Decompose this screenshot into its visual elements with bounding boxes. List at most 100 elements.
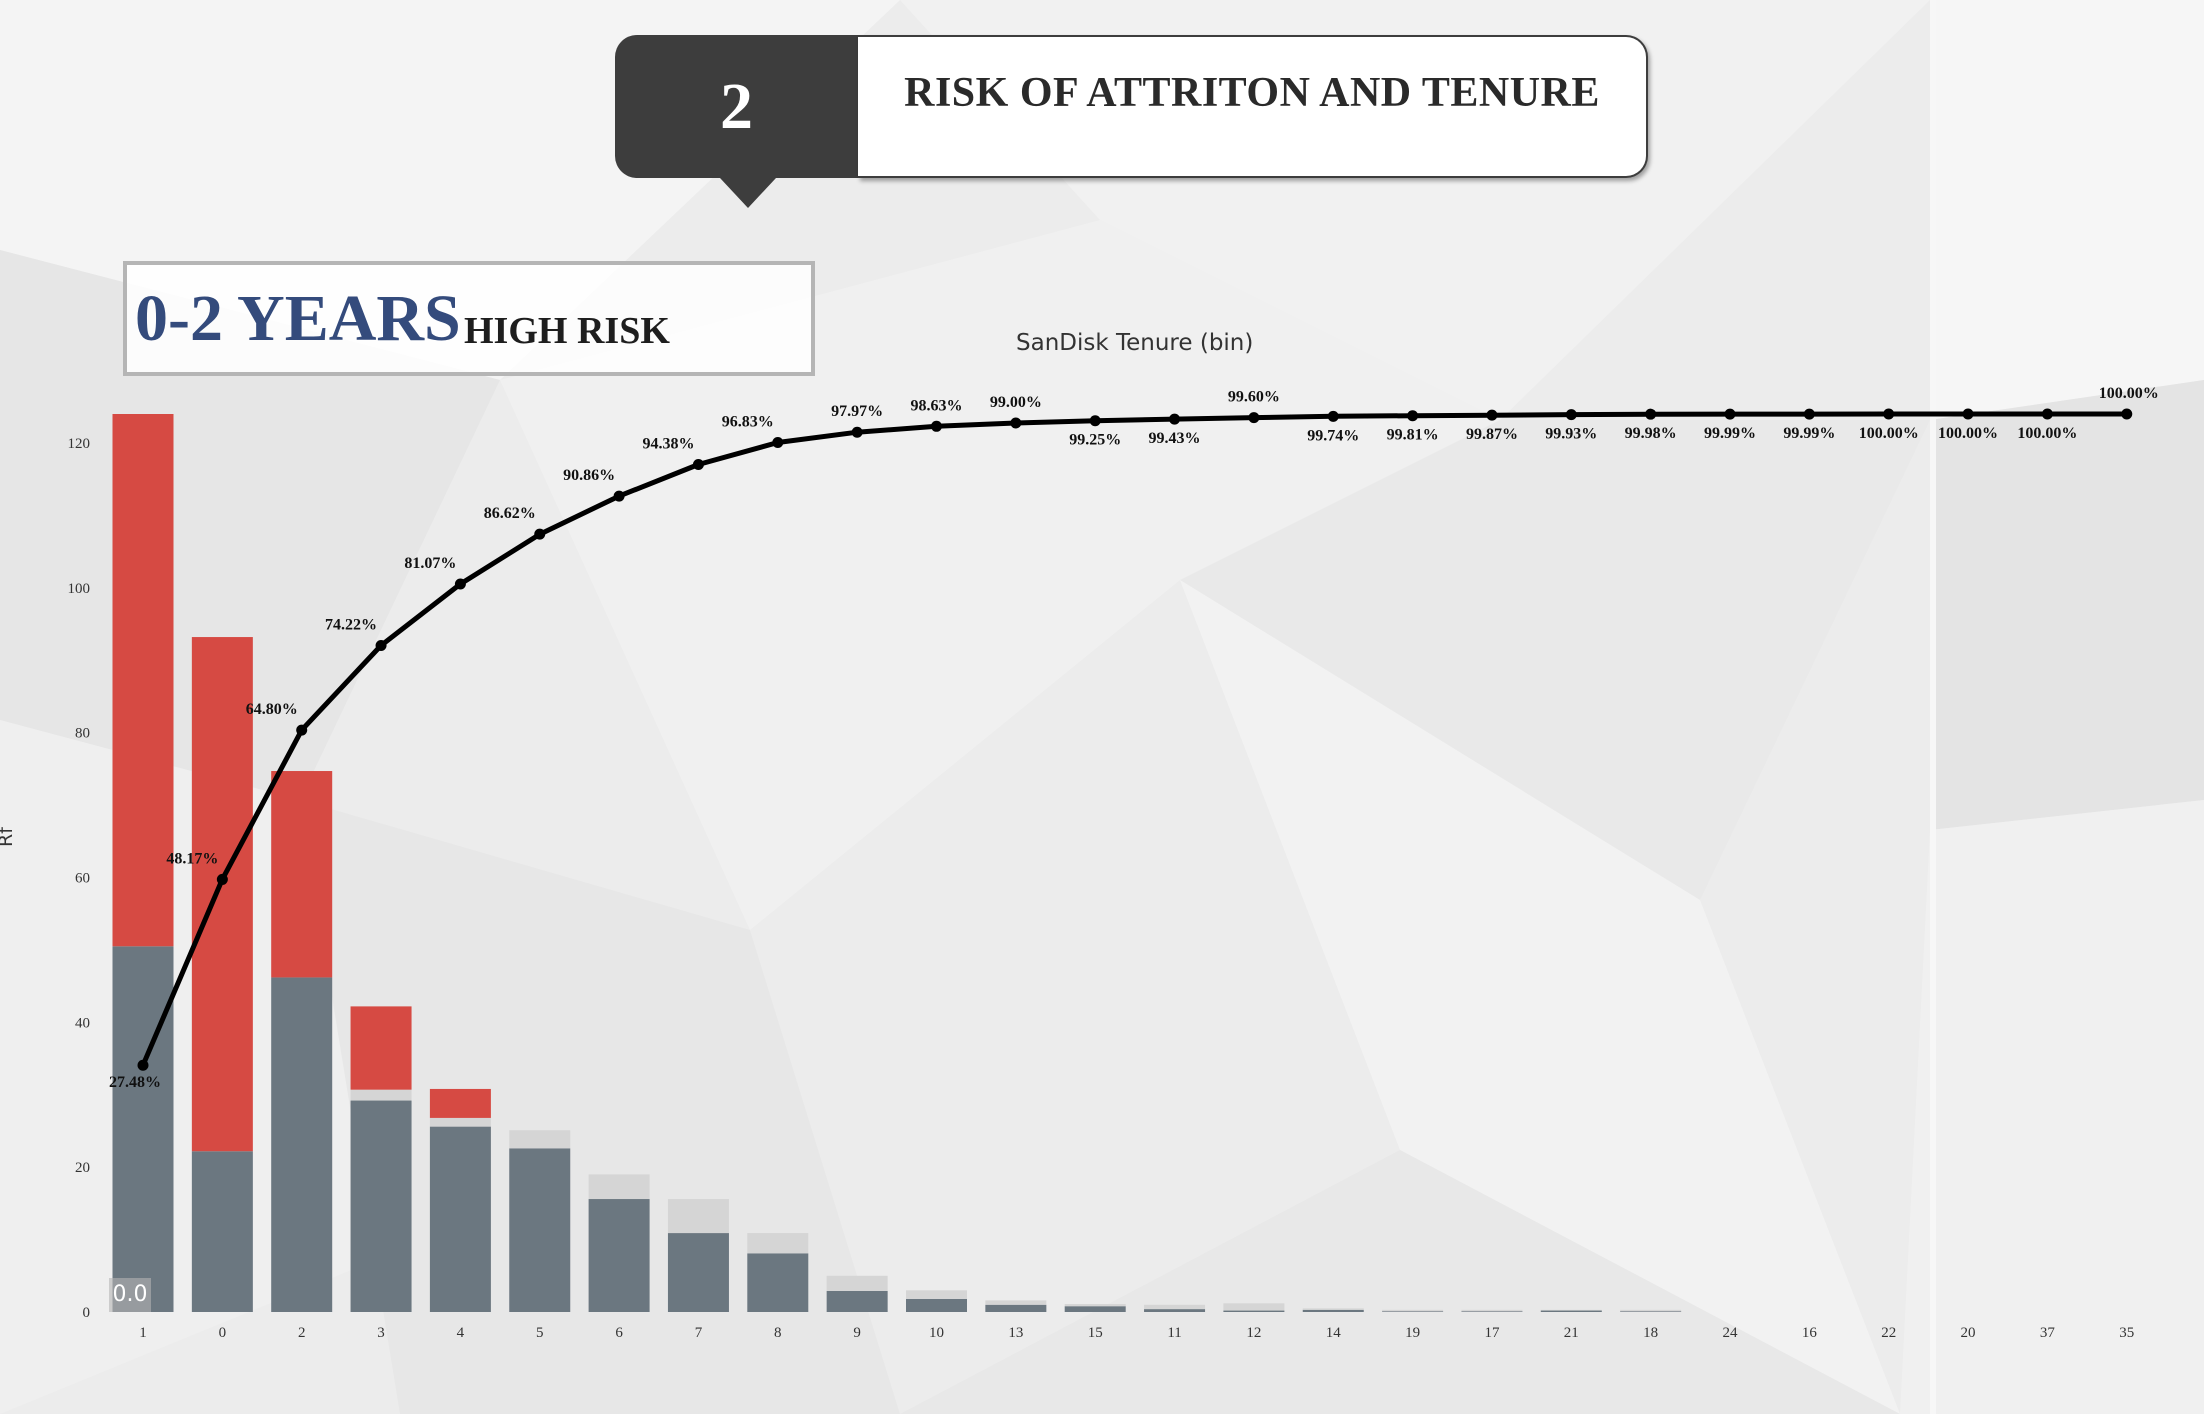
cumulative-point [454,578,466,590]
cumulative-percent-label: 81.07% [404,555,456,572]
cumulative-percent-label: 94.38% [642,435,694,452]
cumulative-point [931,420,942,432]
cumulative-point [216,873,228,885]
x-tick-label: 15 [1088,1325,1103,1341]
x-tick-label: 18 [1643,1325,1658,1341]
x-tick-label: 2 [298,1325,306,1341]
cumulative-percent-label: 27.48% [109,1074,161,1091]
cumulative-percent-label: 99.87% [1466,426,1518,443]
bar-segment-gray [1540,1310,1602,1312]
risk-years: 0-2 YEARS [135,282,461,355]
cumulative-percent-label: 98.63% [911,397,963,414]
x-tick-label: 16 [1802,1325,1818,1341]
bar-segment-light [588,1174,650,1200]
cumulative-point [1169,413,1181,425]
x-tick-label: 1 [139,1325,147,1341]
cumulative-point [1565,409,1577,421]
bar-segment-gray [1302,1309,1364,1312]
cumulative-point [2121,408,2133,420]
bar-segment-gray [1461,1311,1523,1312]
cumulative-point [1724,408,1736,420]
risk-label: HIGH RISK [464,310,670,352]
cumulative-point [1407,410,1419,422]
cumulative-point [851,426,863,438]
x-axis-ticks: 1 0 2 3 4 5 6 7 8 9 10 13 15 11 12 14 19 17 21 18 24 16 22 20 37… [139,1325,2134,1341]
cumulative-percent-label: 99.99% [1704,425,1756,442]
cumulative-point [772,436,784,448]
bar-segment-gray [588,1199,650,1312]
bar-segment-red [429,1088,491,1118]
cumulative-point [2041,408,2053,420]
cumulative-percent-label: 99.81% [1387,427,1439,444]
cumulative-percent-label: 100.00% [1859,425,1919,442]
cumulative-percent-label: 99.43% [1149,430,1201,447]
bar-segment-gray [271,977,333,1312]
x-tick-label: 12 [1246,1325,1261,1341]
x-tick-label: 9 [853,1325,861,1341]
x-tick-label: 20 [1961,1325,1976,1341]
cumulative-percent-label: 99.74% [1307,427,1359,444]
cumulative-percent-labels: 27.48% 48.17% 64.80% 74.22% 81.07% 86.62% 90.8… [109,385,2159,1091]
banner-number-box: 2 [615,35,858,178]
bar-segment-light [1144,1304,1206,1310]
cumulative-point [1645,408,1657,420]
bar-segment-light [747,1233,809,1254]
x-tick-label: 4 [457,1325,465,1341]
cumulative-percent-label: 64.80% [246,701,298,718]
bar-segment-gray [826,1290,888,1312]
y-axis-ticks: 0 20 40 60 80 100 120 [68,436,91,1321]
y-tick-label: 100 [68,581,91,597]
bar-segment-gray [509,1148,571,1312]
x-tick-label: 11 [1167,1325,1181,1341]
bar-segment-gray [350,1100,412,1312]
bar-segment-gray [747,1253,809,1312]
cumulative-percent-label: 48.17% [166,850,218,867]
y-tick-label: 20 [75,1160,90,1176]
cumulative-point [1803,408,1815,420]
bar-segment-red [191,637,253,1152]
cumulative-percent-label: 99.93% [1545,426,1597,443]
bar-segment-red [271,771,333,978]
cumulative-percent-label: 99.25% [1069,432,1121,449]
y-tick-label: 0 [83,1305,91,1321]
cumulative-point [375,640,387,652]
y-tick-label: 40 [75,1015,90,1031]
banner-title-box: RISK OF ATTRITON AND TENURE [858,35,1648,178]
cumulative-point [613,490,625,502]
bar-segment-gray [429,1126,491,1312]
cumulative-point [1883,408,1895,420]
bar-segment-light [1064,1304,1126,1307]
bar-segment-light [350,1089,412,1101]
bar-segment-light [667,1199,729,1234]
bar-segment-red [350,1006,412,1090]
bar-segment-light [429,1117,491,1127]
bar-segment-gray [1620,1311,1682,1312]
chart-title: SanDisk Tenure (bin) [1016,330,1254,356]
bar-segment-light [1302,1308,1364,1310]
y-tick-label: 60 [75,870,90,886]
x-tick-label: 19 [1405,1325,1420,1341]
x-tick-label: 35 [2119,1325,2134,1341]
zero-value-badge: 0.0 [109,1278,151,1312]
bar-segment-light [826,1275,888,1291]
bar-segment-gray [906,1298,967,1312]
bar-segment-light [1540,1309,1602,1311]
x-tick-label: 10 [929,1325,944,1341]
cumulative-percent-label: 100.00% [2099,385,2159,402]
x-tick-label: 3 [377,1325,385,1341]
section-banner: 2 RISK OF ATTRITON AND TENURE [615,35,1650,208]
bar-segment-light [985,1300,1047,1305]
bar-segment-gray [1064,1306,1126,1312]
x-tick-label: 7 [695,1325,703,1341]
bar-segment-light [906,1290,967,1299]
cumulative-point [137,1059,149,1071]
y-tick-label: 120 [68,436,91,452]
cumulative-point [1962,408,1974,420]
bar-segment-gray [191,1151,253,1312]
cumulative-point [296,724,308,736]
cumulative-percent-label: 99.00% [990,394,1042,411]
bar-segment-gray [1382,1311,1444,1312]
x-tick-label: 6 [615,1325,623,1341]
x-tick-label: 8 [774,1325,782,1341]
